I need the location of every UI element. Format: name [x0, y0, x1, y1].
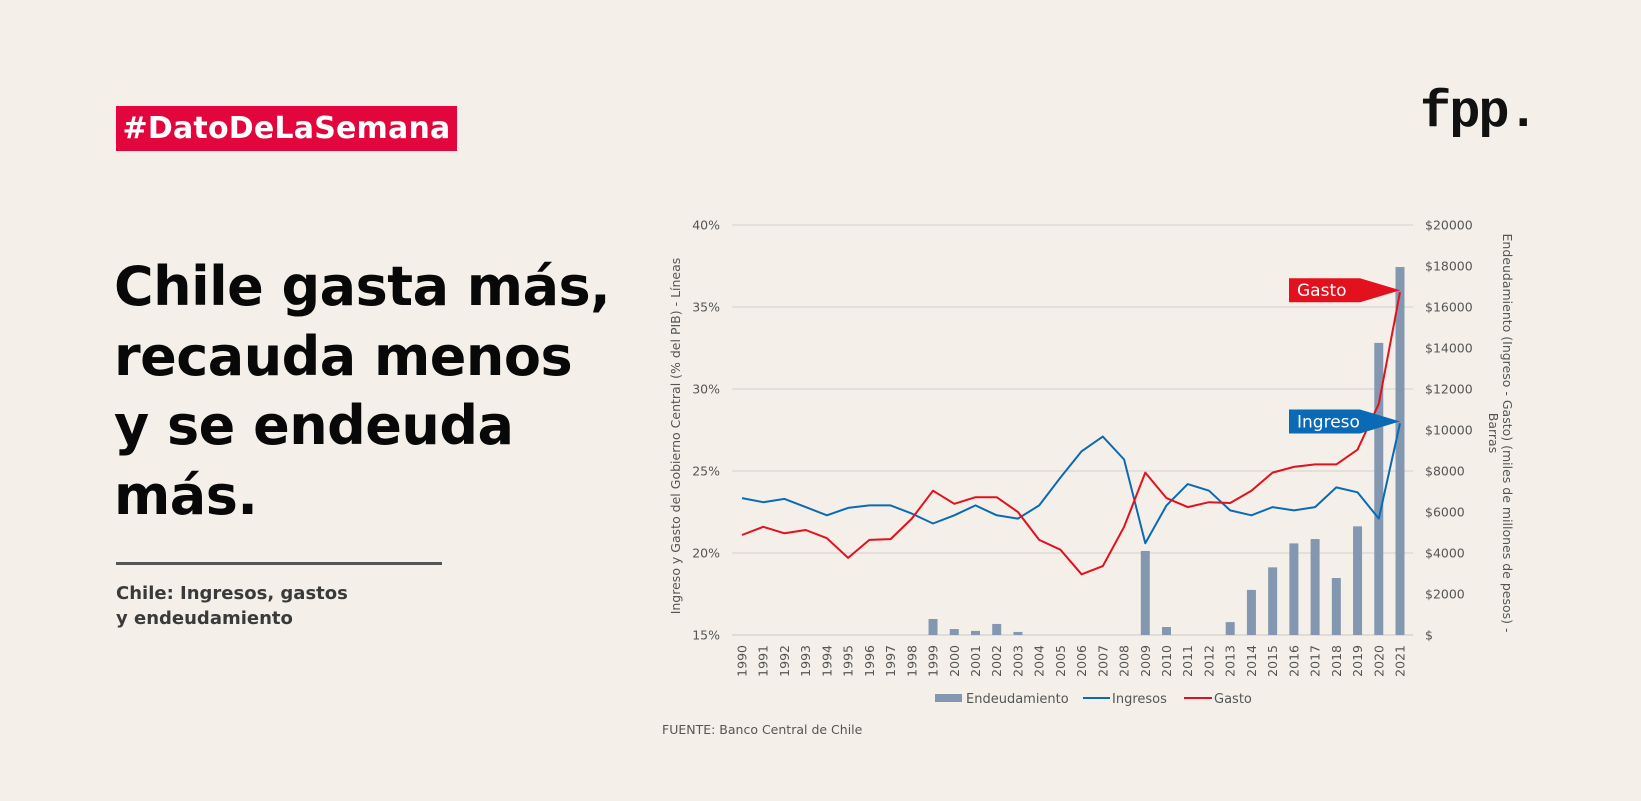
y-tick-right: $12000 [1425, 382, 1473, 397]
bar-2000 [949, 629, 959, 635]
bar-2010 [1162, 627, 1172, 635]
y-tick-right: $8000 [1425, 464, 1465, 479]
x-tick: 2004 [1032, 645, 1047, 677]
y-tick-right: $14000 [1425, 341, 1473, 356]
bar-2015 [1268, 567, 1278, 635]
y-axis-right-title-line: Barras [1486, 413, 1501, 453]
y-axis-left: 15% 20% 25% 30% 35% 40% [692, 218, 720, 643]
divider [116, 562, 442, 565]
x-tick: 2011 [1180, 645, 1195, 677]
legend-label-ingresos: Ingresos [1112, 692, 1167, 707]
bar-2018 [1331, 578, 1341, 635]
y-tick-left: 20% [692, 546, 720, 561]
x-tick: 2005 [1053, 645, 1068, 677]
y-axis-left-title: Ingreso y Gasto del Gobierno Central (% … [668, 258, 683, 615]
line-gasto [741, 292, 1401, 576]
bar-2017 [1310, 539, 1320, 635]
x-tick: 1994 [819, 645, 834, 677]
fpp-logo: fpp. [1420, 83, 1539, 142]
headline: Chile gasta más, recauda menos y se ende… [114, 255, 611, 527]
x-tick: 2020 [1371, 645, 1386, 677]
bar-2020 [1374, 342, 1384, 635]
legend-label-gasto: Gasto [1214, 692, 1252, 707]
x-tick: 2008 [1117, 645, 1132, 677]
x-tick: 2017 [1308, 645, 1323, 677]
x-tick: 2021 [1393, 645, 1408, 677]
x-tick: 2016 [1286, 645, 1301, 677]
y-tick-right: $16000 [1425, 300, 1473, 315]
x-tick: 2013 [1223, 645, 1238, 677]
bar-2013 [1225, 622, 1235, 635]
bar-2019 [1353, 526, 1363, 635]
y-tick-left: 25% [692, 464, 720, 479]
legend: Endeudamiento Ingresos Gasto [935, 692, 1252, 707]
y-tick-left: 15% [692, 628, 720, 643]
y-tick-right: $ [1425, 628, 1433, 643]
bar-2009 [1140, 550, 1150, 635]
x-tick: 1999 [926, 645, 941, 677]
bar-2016 [1289, 543, 1299, 635]
y-tick-left: 35% [692, 300, 720, 315]
chart-subtitle: Chile: Ingresos, gastos y endeudamiento [116, 583, 348, 629]
x-tick: 2015 [1265, 645, 1280, 677]
x-tick: 1997 [883, 645, 898, 677]
x-tick: 2003 [1010, 645, 1025, 677]
bar-2002 [992, 623, 1002, 635]
bar-2021 [1395, 267, 1405, 635]
line-ingresos [741, 423, 1401, 545]
source-note: FUENTE: Banco Central de Chile [662, 722, 863, 737]
y-axis-right-title: Endeudamiento (Ingreso - Gasto) (miles d… [1486, 234, 1515, 633]
y-axis-right: $ $2000 $4000 $6000 $8000 $10000 $12000 $14000 $… [1425, 218, 1473, 643]
y-tick-right: $2000 [1425, 587, 1465, 602]
x-tick: 2014 [1244, 645, 1259, 677]
bar-1999 [928, 619, 938, 635]
x-tick: 2001 [968, 645, 983, 677]
hashtag-badge: #DatoDeLaSemana [116, 106, 457, 151]
x-tick: 1998 [904, 645, 919, 677]
y-tick-right: $6000 [1425, 505, 1465, 520]
x-tick: 1995 [841, 645, 856, 677]
y-tick-left: 40% [692, 218, 720, 233]
lines [741, 292, 1401, 576]
x-tick: 2009 [1138, 645, 1153, 677]
y-tick-left: 30% [692, 382, 720, 397]
x-tick: 1996 [862, 645, 877, 677]
bar-2014 [1246, 589, 1256, 635]
x-tick: 1990 [735, 645, 750, 677]
x-tick: 2019 [1350, 645, 1365, 677]
x-tick: 2000 [947, 645, 962, 677]
legend-swatch-endeudamiento [935, 694, 962, 702]
gridlines [732, 224, 1413, 636]
x-tick: 2018 [1329, 645, 1344, 677]
bars-endeudamiento [928, 267, 1405, 635]
y-tick-right: $20000 [1425, 218, 1473, 233]
flag-ingreso [1289, 409, 1400, 434]
y-tick-right: $18000 [1425, 259, 1473, 274]
x-tick: 1993 [798, 645, 813, 677]
x-tick: 1992 [777, 645, 792, 677]
y-tick-right: $10000 [1425, 423, 1473, 438]
flag-label-ingreso: Ingreso [1297, 412, 1360, 432]
x-tick: 2007 [1095, 645, 1110, 677]
x-tick: 2012 [1201, 645, 1216, 677]
x-tick: 1991 [756, 645, 771, 677]
annotations: Gasto Ingreso [1289, 278, 1400, 434]
x-tick: 2002 [989, 645, 1004, 677]
x-axis: 1990 1991 1992 1993 1994 1995 1996 1997 1998 1999… [735, 645, 1408, 677]
bar-2003 [1013, 631, 1023, 635]
flag-label-gasto: Gasto [1297, 281, 1347, 301]
x-tick: 2006 [1074, 645, 1089, 677]
flag-gasto [1289, 278, 1400, 303]
bar-2001 [970, 630, 980, 635]
y-tick-right: $4000 [1425, 546, 1465, 561]
x-tick: 2010 [1159, 645, 1174, 677]
legend-label-endeudamiento: Endeudamiento [966, 692, 1069, 707]
y-axis-right-title-line: Endeudamiento (Ingreso - Gasto) (miles d… [1500, 234, 1515, 633]
